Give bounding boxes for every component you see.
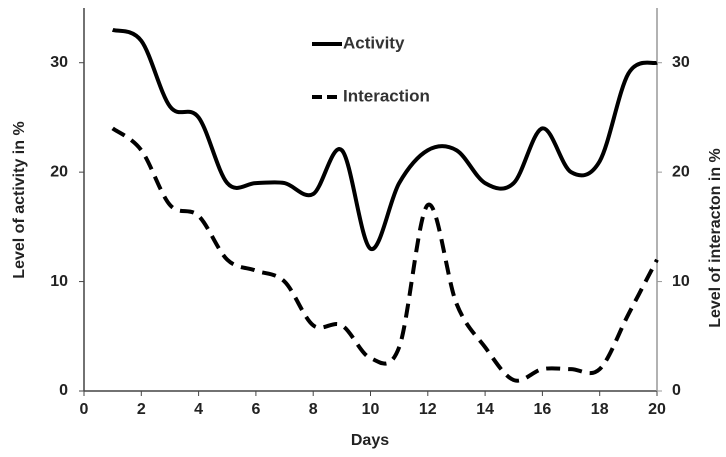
x-tick-label: 8: [309, 401, 318, 418]
y-tick-label: 30: [50, 54, 68, 71]
x-tick-label: 14: [476, 401, 494, 418]
x-tick-label: 18: [591, 401, 609, 418]
y2-axis-label: Level of interacton in %: [707, 148, 724, 328]
y-axis-label: Level of activity in %: [11, 121, 28, 278]
legend-label: Interaction: [343, 86, 430, 105]
y2-tick-label: 30: [672, 54, 690, 71]
x-tick-label: 12: [419, 401, 437, 418]
x-tick-label: 10: [362, 401, 380, 418]
x-tick-label: 16: [534, 401, 552, 418]
x-tick-label: 2: [137, 401, 146, 418]
legend-label: Activity: [343, 33, 405, 52]
line-series: [111, 126, 659, 383]
y2-tick-label: 10: [672, 273, 690, 290]
y-tick-label: 10: [50, 273, 68, 290]
y-tick-label: 0: [59, 382, 68, 399]
x-tick-label: 20: [648, 401, 666, 418]
line-series: [111, 27, 658, 251]
x-axis-label: Days: [351, 432, 389, 449]
x-tick-label: 0: [80, 401, 89, 418]
x-tick-label: 4: [194, 401, 203, 418]
y2-tick-label: 0: [672, 382, 681, 399]
y2-tick-label: 20: [672, 163, 690, 180]
y-tick-label: 20: [50, 163, 68, 180]
x-tick-label: 6: [251, 401, 260, 418]
